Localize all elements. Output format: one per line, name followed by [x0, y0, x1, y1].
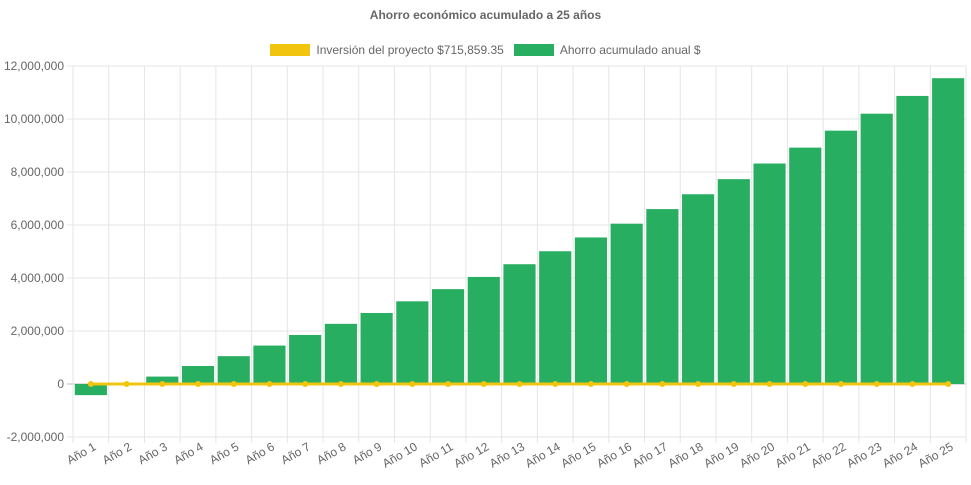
- x-tick-label: Año 17: [630, 439, 670, 470]
- x-tick-label: Año 21: [773, 439, 813, 470]
- bar: [253, 345, 286, 384]
- legend-item-ahorro[interactable]: Ahorro acumulado anual $: [513, 43, 701, 57]
- line-point: [659, 381, 666, 387]
- x-tick-label: Año 24: [880, 439, 920, 470]
- y-tick-label: 2,000,000: [11, 324, 65, 338]
- line-point: [373, 381, 380, 387]
- legend-label-inversion: Inversión del proyecto $715,859.35: [316, 43, 504, 57]
- line-point: [873, 381, 880, 387]
- line-point: [587, 381, 594, 387]
- line-point: [480, 381, 487, 387]
- bar: [717, 179, 750, 384]
- x-tick-label: Año 12: [451, 439, 491, 470]
- line-point: [123, 381, 130, 387]
- bar: [217, 356, 250, 384]
- bar: [431, 289, 465, 384]
- bar: [396, 301, 429, 384]
- x-tick-label: Año 5: [207, 439, 241, 467]
- bar: [467, 276, 500, 384]
- x-tick-label: Año 25: [916, 439, 956, 470]
- bar: [539, 251, 572, 384]
- x-tick-label: Año 20: [737, 439, 777, 470]
- bar: [682, 194, 715, 384]
- line-point: [337, 381, 344, 387]
- line-point: [766, 381, 773, 387]
- legend-swatch-ahorro: [513, 44, 554, 56]
- bar: [324, 323, 357, 384]
- bar: [574, 237, 608, 384]
- line-point: [516, 381, 523, 387]
- line-point: [87, 381, 94, 387]
- legend: Inversión del proyecto $715,859.35 Ahorr…: [0, 43, 971, 57]
- line-point: [623, 381, 630, 387]
- x-tick-label: Año 3: [136, 439, 170, 467]
- x-tick-label: Año 18: [666, 439, 706, 470]
- line-point: [409, 381, 416, 387]
- x-tick-label: Año 14: [523, 439, 563, 470]
- y-tick-label: 0: [57, 377, 64, 391]
- x-tick-label: Año 22: [809, 439, 849, 470]
- legend-item-inversion[interactable]: Inversión del proyecto $715,859.35: [270, 43, 504, 57]
- line-point: [195, 381, 202, 387]
- x-tick-label: Año 10: [380, 439, 420, 470]
- bar: [753, 163, 786, 384]
- chart-title: Ahorro económico acumulado a 25 años: [369, 8, 602, 22]
- bar: [896, 95, 929, 384]
- line-point: [802, 381, 809, 387]
- x-tick-label: Año 19: [701, 439, 741, 470]
- x-tick-label: Año 15: [558, 439, 598, 470]
- line-point: [730, 381, 737, 387]
- bar: [146, 376, 179, 384]
- x-tick-label: Año 8: [314, 439, 348, 467]
- y-tick-label: -2,000,000: [7, 430, 65, 444]
- x-tick-label: Año 23: [844, 439, 884, 470]
- y-tick-label: 6,000,000: [11, 218, 65, 232]
- y-tick-label: 10,000,000: [4, 112, 64, 126]
- x-tick-label: Año 11: [416, 439, 455, 470]
- line-point: [909, 381, 916, 387]
- bar: [289, 334, 322, 384]
- bar: [860, 113, 893, 384]
- y-tick-label: 12,000,000: [4, 59, 64, 73]
- bar: [74, 384, 107, 396]
- line-point: [302, 381, 309, 387]
- x-tick-label: Año 2: [100, 439, 134, 467]
- legend-label-ahorro: Ahorro acumulado anual $: [559, 43, 701, 57]
- line-point: [945, 381, 952, 387]
- y-tick-label: 8,000,000: [11, 165, 65, 179]
- bar: [789, 147, 822, 384]
- line-point: [552, 381, 559, 387]
- line-point: [230, 381, 237, 387]
- x-tick-label: Año 4: [171, 439, 205, 467]
- line-point: [837, 381, 844, 387]
- line-point: [159, 381, 166, 387]
- x-tick-label: Año 1: [64, 439, 98, 467]
- y-tick-label: 4,000,000: [11, 271, 65, 285]
- bar: [646, 209, 679, 384]
- x-tick-label: Año 6: [243, 439, 277, 467]
- x-tick-label: Año 7: [279, 439, 313, 467]
- bar: [360, 312, 393, 384]
- bar: [181, 365, 215, 384]
- x-tick-label: Año 9: [350, 439, 384, 467]
- bar: [503, 264, 536, 384]
- x-tick-label: Año 13: [487, 439, 527, 470]
- bar: [610, 223, 643, 384]
- line-point: [266, 381, 273, 387]
- legend-swatch-inversion: [270, 44, 311, 56]
- x-tick-label: Año 16: [594, 439, 634, 470]
- bar: [824, 130, 858, 384]
- line-point: [445, 381, 452, 387]
- line-point: [695, 381, 702, 387]
- bar: [932, 78, 965, 384]
